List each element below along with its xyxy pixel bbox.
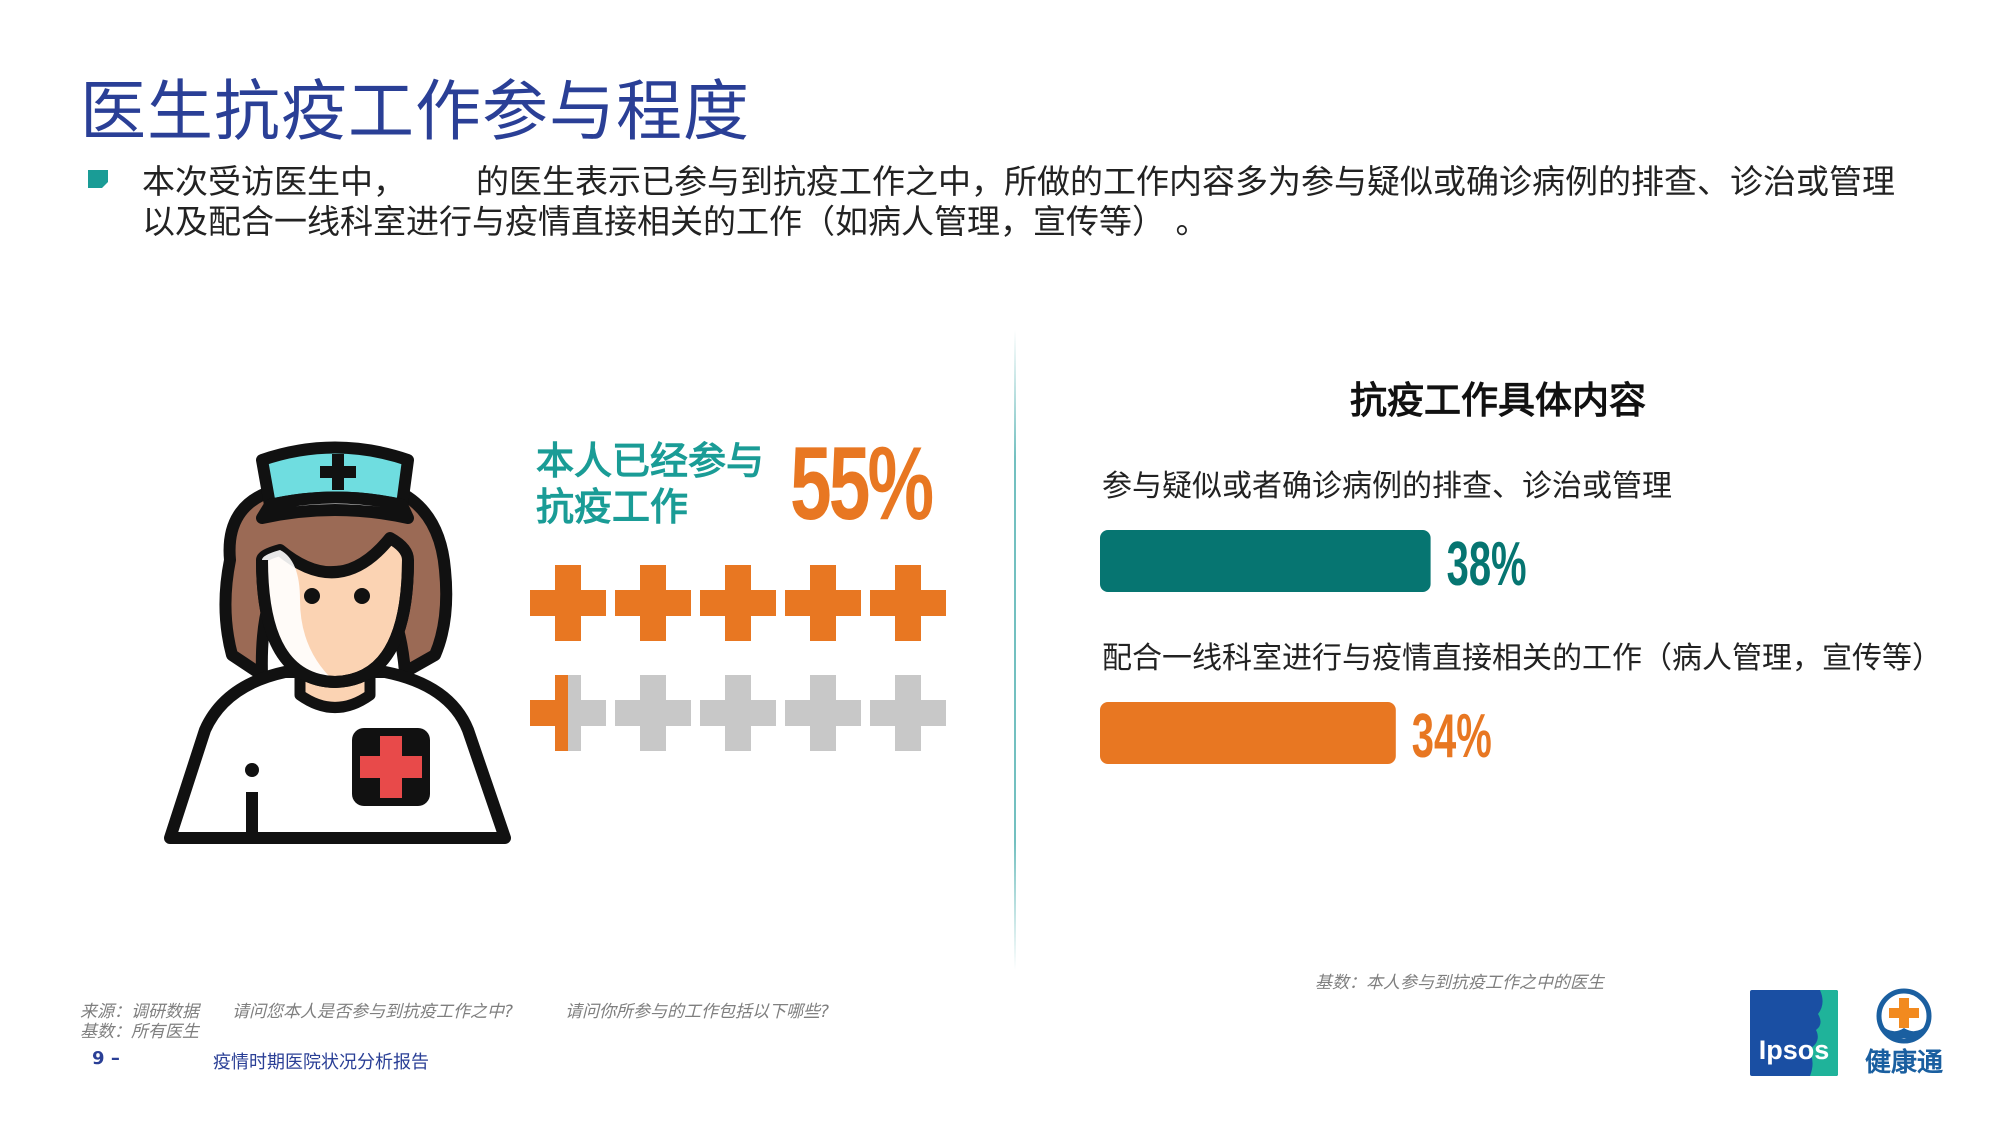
- page-title: 医生抗疫工作参与程度: [80, 73, 750, 150]
- base-note: 基数：所有医生: [80, 1022, 199, 1042]
- cross-icon: [785, 675, 861, 751]
- section-divider: [1014, 330, 1016, 970]
- participation-label-line2: 抗疫工作: [536, 485, 689, 529]
- bar-chart: 参与疑似或者确诊病例的排查、诊治或管理 38% 配合一线科室进行与疫情直接相关的工作…: [1100, 469, 1942, 771]
- cross-icon: [615, 565, 691, 641]
- bullet-text-line1-part1: 本次受访医生中，: [142, 162, 406, 201]
- cross-icon: [870, 675, 946, 751]
- category-label: 参与疑似或者确诊病例的排查、诊治或管理: [1102, 469, 1672, 504]
- cross-icon: [530, 675, 606, 751]
- jiankangtong-emblem-icon: [1876, 988, 1932, 1044]
- cross-icon: [615, 675, 691, 751]
- value-label: 38%: [1447, 530, 1527, 599]
- question-note-1: 请问您本人是否参与到抗疫工作之中?: [232, 1002, 514, 1022]
- report-title: 疫情时期医院状况分析报告: [213, 1052, 429, 1073]
- cross-icon: [700, 565, 776, 641]
- jiankangtong-logo-text: 健康通: [1864, 1048, 1943, 1078]
- bullet-text-line1-part2: 的医生表示已参与到抗疫工作之中，所做的工作内容多为参与疑似或确诊病例的排查、诊治…: [476, 162, 1895, 201]
- jiankangtong-logo: 健康通: [1862, 988, 1946, 1078]
- chart-base-note: 基数：本人参与到抗疫工作之中的医生: [1315, 973, 1604, 993]
- nurse-icon: [164, 441, 511, 844]
- bullet-square-icon: [88, 170, 108, 188]
- cross-icon: [530, 565, 606, 641]
- bar: [1100, 530, 1431, 592]
- cross-icon: [700, 675, 776, 751]
- bar: [1100, 702, 1396, 764]
- ipsos-logo-text: Ipsos: [1758, 1035, 1830, 1065]
- participation-label: 本人已经参与 抗疫工作: [536, 438, 764, 530]
- cross-icon-grid: [530, 565, 946, 751]
- page-number-value: 9: [92, 1048, 105, 1069]
- participation-value: 55%: [790, 426, 934, 542]
- source-note: 来源：调研数据: [80, 1002, 199, 1022]
- chart-title: 抗疫工作具体内容: [1350, 379, 1646, 422]
- cross-icon: [870, 565, 946, 641]
- page-number: 9 –: [92, 1048, 120, 1069]
- page-number-dash: –: [110, 1048, 120, 1069]
- question-note-2: 请问你所参与的工作包括以下哪些?: [565, 1002, 830, 1022]
- participation-label-line1: 本人已经参与: [536, 439, 765, 483]
- category-label: 配合一线科室进行与疫情直接相关的工作（病人管理，宣传等）: [1102, 641, 1942, 676]
- value-label: 34%: [1412, 702, 1492, 771]
- ipsos-face-icon: [1808, 990, 1838, 1076]
- ipsos-logo: Ipsos: [1750, 990, 1838, 1076]
- cross-icon: [785, 565, 861, 641]
- bullet-text-line2: 以及配合一线科室进行与疫情直接相关的工作（如病人管理，宣传等） 。: [142, 202, 1209, 241]
